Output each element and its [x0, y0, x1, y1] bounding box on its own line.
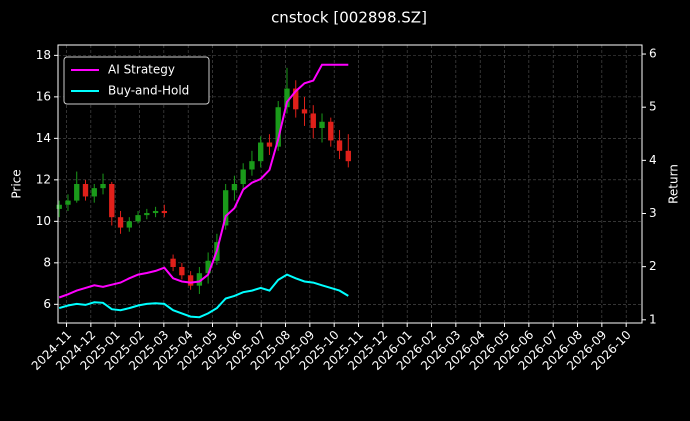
- legend-label: Buy-and-Hold: [108, 84, 189, 98]
- y-tick-label: 14: [36, 131, 51, 145]
- y-axis-label: Price: [10, 169, 24, 198]
- candle-body: [91, 188, 97, 197]
- candle-body: [56, 204, 62, 209]
- candle-body: [187, 275, 194, 286]
- candle-body: [109, 184, 115, 218]
- y-tick-label: 18: [36, 48, 51, 62]
- candle-body: [100, 184, 106, 189]
- candle-body: [170, 258, 176, 267]
- candle-body: [179, 266, 185, 276]
- candle-body: [328, 121, 334, 141]
- candle-body: [275, 107, 281, 147]
- candle-body: [258, 142, 264, 162]
- candle-body: [65, 200, 71, 205]
- y2-tick-label: 5: [649, 100, 657, 114]
- candle-body: [310, 113, 316, 128]
- y2-tick-label: 2: [649, 259, 657, 273]
- series-line: [58, 63, 349, 299]
- candle-body: [240, 169, 246, 184]
- candle-body: [293, 88, 299, 110]
- candle-body: [144, 213, 150, 216]
- series-line: [58, 273, 349, 319]
- plot-frame: [57, 44, 643, 324]
- candle-body: [319, 121, 325, 128]
- candle-body: [135, 215, 141, 222]
- y2-tick-label: 1: [649, 312, 657, 326]
- y-tick-label: 6: [43, 297, 51, 311]
- candle-body: [231, 184, 238, 191]
- y-tick-label: 12: [36, 172, 51, 186]
- legend-box: [63, 56, 210, 105]
- candle-body: [266, 142, 273, 147]
- legend-label: AI Strategy: [108, 63, 175, 77]
- y2-tick-label: 4: [649, 153, 657, 167]
- chart-title: cnstock [002898.SZ]: [271, 9, 427, 27]
- candle-body: [336, 140, 343, 151]
- legend: AI Strategy Buy-and-Hold: [63, 56, 210, 105]
- candle-body: [82, 184, 89, 197]
- candle-body: [196, 273, 203, 286]
- candle-body: [74, 184, 80, 201]
- y2-tick-label: 3: [649, 206, 657, 220]
- candle-body: [161, 210, 168, 214]
- candle-body: [126, 221, 132, 228]
- candle-body: [117, 217, 124, 228]
- y2-tick-label: 6: [649, 47, 657, 61]
- candle-body: [345, 150, 351, 162]
- y-tick-label: 16: [36, 89, 51, 103]
- candle-body: [222, 190, 229, 226]
- candle-body: [284, 88, 290, 108]
- candle-body: [205, 260, 211, 274]
- candle-body: [152, 210, 159, 214]
- y2-axis-label: Return: [667, 164, 681, 204]
- y-tick-label: 8: [43, 255, 51, 269]
- y-tick-label: 10: [36, 214, 51, 228]
- candle-body: [249, 161, 255, 170]
- candle-body: [301, 109, 308, 114]
